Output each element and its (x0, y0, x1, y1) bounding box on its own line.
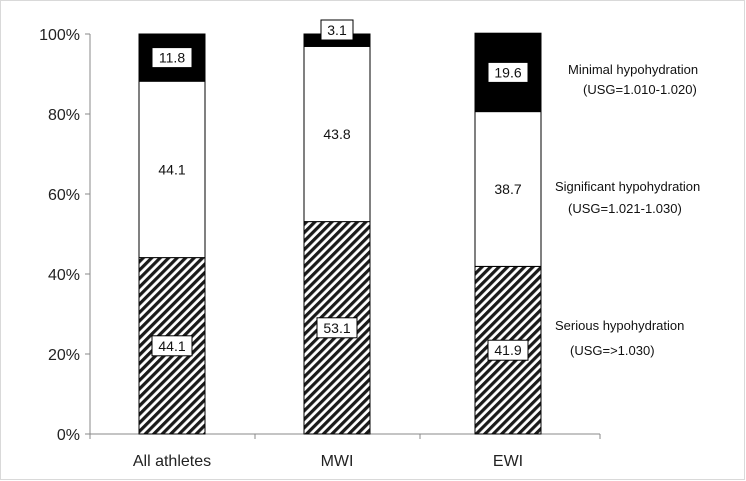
data-label: 38.7 (488, 179, 528, 199)
y-tick-label: 80% (48, 107, 80, 124)
bars (138, 32, 542, 435)
data-label-box (320, 19, 354, 41)
data-label: 44.1 (151, 335, 193, 357)
data-label-text: 19.6 (494, 64, 521, 80)
data-label-box (316, 317, 358, 339)
legend-entry-range: (USG=1.010-1.020) (583, 82, 697, 97)
legend-entry-name: Serious hypohydration (555, 318, 684, 333)
y-tick-label: 60% (48, 187, 80, 204)
data-label: 43.8 (317, 124, 357, 144)
y-tick-label: 0% (57, 427, 80, 444)
data-label-text: 11.8 (159, 50, 185, 66)
data-label: 41.9 (487, 339, 529, 361)
data-label: 3.1 (320, 19, 354, 41)
data-label: 53.1 (316, 317, 358, 339)
data-label-box (152, 159, 192, 180)
x-category-label: EWI (493, 453, 523, 470)
data-label-text: 43.8 (323, 126, 350, 142)
x-category-label: All athletes (133, 453, 211, 470)
legend-entry-range: (USG=>1.030) (570, 343, 655, 358)
y-tick-label: 100% (39, 27, 80, 44)
y-tick-label: 40% (48, 267, 80, 284)
data-labels: 44.1 44.1 11.8 53.1 43.8 3.1 41.9 38.7 19.6 (151, 19, 529, 361)
x-category-label: MWI (321, 453, 354, 470)
data-label-box (151, 335, 193, 357)
legend-entry-range: (USG=1.021-1.030) (568, 201, 682, 216)
data-label-text: 44.1 (158, 161, 185, 177)
legend: Serious hypohydration (USG=>1.030) Signifi… (555, 62, 700, 358)
data-label-box (317, 124, 357, 144)
data-label-box (487, 339, 529, 361)
y-tick-label: 20% (48, 347, 80, 364)
axes: 0% 20% 40% 60% 80% 100% All athletes MWI EWI (39, 27, 601, 470)
data-label-text: 3.1 (327, 22, 347, 38)
data-label-text: 44.1 (158, 338, 185, 354)
data-label-text: 38.7 (494, 181, 521, 197)
data-label-box (487, 61, 529, 83)
legend-entry-name: Significant hypohydration (555, 179, 700, 194)
data-label: 19.6 (487, 61, 529, 83)
legend-entry-name: Minimal hypohydration (568, 62, 698, 77)
bar-segment (138, 33, 206, 82)
data-label-box (488, 179, 528, 199)
data-label-text: 41.9 (494, 342, 521, 358)
data-label-box (151, 47, 193, 69)
data-label: 44.1 (152, 159, 192, 180)
data-label: 11.8 (151, 47, 193, 69)
data-label-text: 53.1 (323, 320, 350, 336)
